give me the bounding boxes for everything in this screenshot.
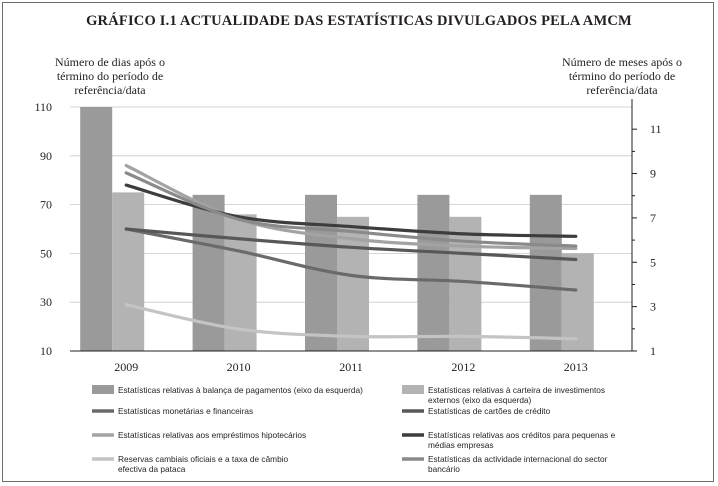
legend-label-7-line2: bancário [428, 464, 460, 474]
y-left-tick-label: 110 [34, 100, 52, 114]
legend: Estatísticas relativas à balança de paga… [92, 385, 616, 474]
figure-frame [2, 2, 714, 482]
right-axis-title: Número de meses após o término do períod… [562, 55, 682, 97]
y-right-tick-label: 3 [650, 300, 656, 314]
line-series-4 [124, 303, 578, 341]
legend-label-5: Estatísticas relativas aos créditos para… [428, 430, 616, 440]
bar-external-investment-2013 [561, 253, 594, 351]
y-left-tick-label: 90 [40, 149, 52, 163]
y-right-tick-label: 11 [650, 122, 662, 136]
line-series-0 [124, 227, 578, 292]
y-right-tick-label: 5 [650, 255, 656, 269]
legend-label-2: Estatísticas monetárias e financeiras [118, 406, 253, 416]
legend-label-3: Estatísticas de cartões de crédito [428, 406, 551, 416]
bar-external-investment-2009 [112, 192, 145, 351]
y-left-tick-label: 10 [40, 344, 52, 358]
legend-label-5-line2: médias empresas [428, 440, 493, 450]
line-series-1 [124, 227, 578, 262]
bar-balance-of-payments-2009 [80, 107, 113, 351]
x-tick-label-2010: 2010 [227, 360, 251, 374]
chart-title: GRÁFICO I.1 ACTUALIDADE DAS ESTATÍSTICAS… [86, 13, 632, 29]
line-series-3 [124, 183, 578, 238]
bar-balance-of-payments-2010 [192, 194, 225, 351]
bar-balance-of-payments-2013 [529, 194, 562, 351]
legend-swatch-1 [402, 385, 424, 394]
line-marks [124, 163, 578, 341]
legend-label-6: Reservas cambiais oficiais e a taxa de c… [118, 454, 289, 464]
legend-label-0: Estatísticas relativas à balança de paga… [118, 385, 363, 395]
x-tick-label-2013: 2013 [564, 360, 588, 374]
y-left-tick-label: 50 [40, 246, 52, 260]
bar-balance-of-payments-2012 [417, 194, 450, 351]
line-series-5 [124, 171, 578, 248]
line-series-2 [124, 163, 578, 251]
y-left-tick-label: 70 [40, 198, 52, 212]
y-left-tick-label: 30 [40, 295, 52, 309]
x-tick-label-2009: 2009 [114, 360, 138, 374]
y-right-tick-label: 9 [650, 167, 656, 181]
legend-label-6-line2: efectiva da pataca [118, 464, 186, 474]
y-right-tick-label: 7 [650, 211, 656, 225]
legend-label-1-line2: externos (eixo da esquerda) [428, 395, 532, 405]
y-right-tick-label: 1 [650, 344, 656, 358]
axes: 10 30 50 70 90 110 1 3 5 7 9 11 2009 2010 2011 2012 2013 [34, 99, 662, 374]
x-tick-label-2012: 2012 [451, 360, 475, 374]
legend-label-7: Estatísticas da actividade internacional… [428, 454, 608, 464]
x-tick-label-2011: 2011 [339, 360, 363, 374]
legend-label-4: Estatísticas relativas aos empréstimos h… [118, 430, 306, 440]
left-axis-title: Número de dias após o término do período… [55, 55, 165, 97]
legend-label-1: Estatísticas relativas à carteira de inv… [428, 385, 605, 395]
legend-swatch-0 [92, 385, 114, 394]
